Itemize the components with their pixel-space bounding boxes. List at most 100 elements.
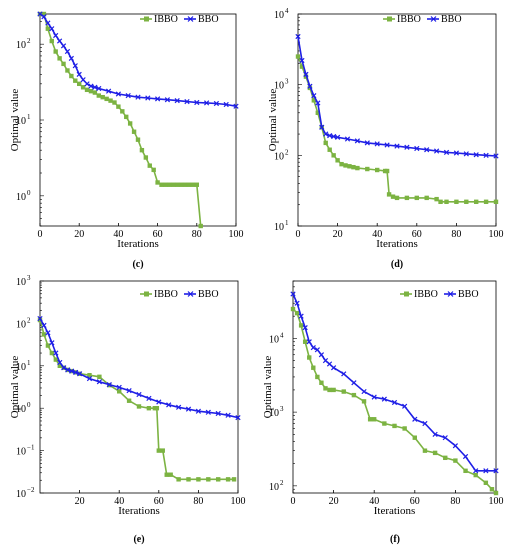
data-point-bbo — [49, 26, 55, 32]
y-tick-exponent: 2 — [27, 316, 31, 324]
data-point-ibbo — [164, 472, 169, 477]
x-tick-label: 40 — [372, 229, 382, 240]
data-point-ibbo — [382, 421, 387, 426]
data-point-ibbo — [160, 448, 165, 453]
y-tick-exponent: 0 — [27, 189, 31, 197]
data-point-ibbo — [206, 477, 211, 482]
data-point-bbo — [433, 148, 440, 154]
axes-frame — [292, 280, 497, 494]
data-point-bbo — [156, 399, 162, 405]
y-tick-label: 10 — [274, 10, 284, 21]
data-point-bbo — [64, 48, 71, 55]
data-point-bbo — [235, 414, 241, 421]
data-point-bbo — [80, 77, 86, 83]
data-point-ibbo — [178, 182, 184, 187]
data-point-ibbo — [53, 49, 58, 54]
y-tick-label: 10 — [16, 404, 26, 415]
data-point-ibbo — [434, 196, 439, 202]
data-point-ibbo — [171, 182, 176, 187]
data-point-bbo — [493, 153, 499, 159]
data-point-bbo — [205, 409, 211, 415]
data-point-bbo — [327, 133, 333, 139]
y-tick-exponent: 3 — [27, 274, 31, 282]
data-point-ibbo — [402, 426, 407, 431]
legend-marker-ibbo — [387, 16, 392, 22]
data-point-ibbo — [190, 182, 196, 187]
data-point-ibbo — [483, 199, 489, 205]
data-point-ibbo — [61, 61, 66, 67]
data-point-ibbo — [154, 406, 160, 411]
y-tick-exponent: −2 — [27, 486, 35, 494]
data-point-ibbo — [315, 110, 320, 115]
legend-marker-ibbo — [404, 291, 409, 297]
legend-label: BBO — [458, 289, 479, 300]
data-point-bbo — [135, 94, 141, 100]
data-point-ibbo — [453, 458, 458, 463]
data-point-bbo — [76, 371, 83, 377]
x-tick-label: 100 — [231, 496, 246, 507]
data-point-bbo — [73, 369, 79, 375]
data-point-bbo — [323, 131, 329, 137]
data-point-bbo — [298, 313, 304, 319]
data-point-bbo — [56, 38, 63, 44]
data-point-ibbo — [331, 387, 336, 393]
data-point-ibbo — [351, 392, 357, 398]
data-point-bbo — [65, 367, 71, 373]
data-point-bbo — [326, 361, 333, 367]
y-tick-exponent: 2 — [27, 37, 31, 45]
data-point-ibbo — [404, 195, 410, 201]
panel-caption: (e) — [133, 534, 144, 545]
data-point-ibbo — [108, 98, 113, 103]
data-point-ibbo — [323, 386, 328, 391]
data-point-bbo — [86, 375, 93, 382]
data-point-ibbo — [483, 480, 489, 486]
x-tick-label: 60 — [154, 496, 164, 507]
y-tick-label: 10 — [16, 277, 26, 288]
legend: IBBO BBO — [140, 14, 219, 25]
legend-label: IBBO — [154, 289, 178, 300]
data-point-bbo — [53, 32, 59, 39]
x-tick-label: 0 — [296, 229, 301, 240]
data-point-bbo — [402, 403, 408, 409]
x-axis-label: Iterations — [117, 238, 159, 250]
data-point-bbo — [414, 145, 420, 152]
x-axis-label: Iterations — [376, 238, 418, 250]
data-point-bbo — [84, 81, 90, 87]
data-point-ibbo — [432, 450, 438, 456]
y-tick-label: 10 — [16, 447, 26, 458]
y-tick-label: 10 — [274, 151, 284, 162]
data-point-bbo — [92, 84, 98, 90]
x-tick-label: 40 — [113, 229, 123, 240]
data-point-bbo — [299, 57, 305, 64]
data-point-bbo — [311, 92, 317, 99]
y-tick-label: 10 — [269, 482, 279, 493]
data-point-ibbo — [163, 182, 168, 187]
data-point-ibbo — [151, 167, 156, 173]
legend-label: BBO — [441, 14, 462, 25]
data-point-bbo — [394, 143, 400, 149]
data-point-bbo — [233, 103, 239, 109]
data-point-ibbo — [319, 380, 324, 385]
data-point-bbo — [53, 350, 59, 356]
data-point-bbo — [136, 391, 142, 398]
data-point-bbo — [424, 147, 430, 153]
y-tick-label: 10 — [16, 116, 26, 127]
data-point-bbo — [126, 387, 132, 394]
data-point-bbo — [315, 100, 321, 106]
axes-frame — [297, 13, 497, 227]
legend-label: BBO — [198, 14, 219, 25]
data-point-bbo — [381, 396, 387, 402]
data-point-ibbo — [186, 477, 191, 482]
data-point-bbo — [322, 357, 329, 364]
legend-label: IBBO — [414, 289, 438, 300]
data-point-ibbo — [139, 147, 145, 153]
data-point-ibbo — [414, 195, 419, 201]
data-point-ibbo — [341, 389, 346, 394]
data-point-bbo — [72, 63, 78, 69]
x-tick-label: 40 — [114, 496, 124, 507]
data-point-bbo — [341, 371, 347, 377]
data-point-ibbo — [361, 399, 367, 404]
data-point-bbo — [314, 347, 320, 353]
data-point-bbo — [195, 408, 202, 414]
